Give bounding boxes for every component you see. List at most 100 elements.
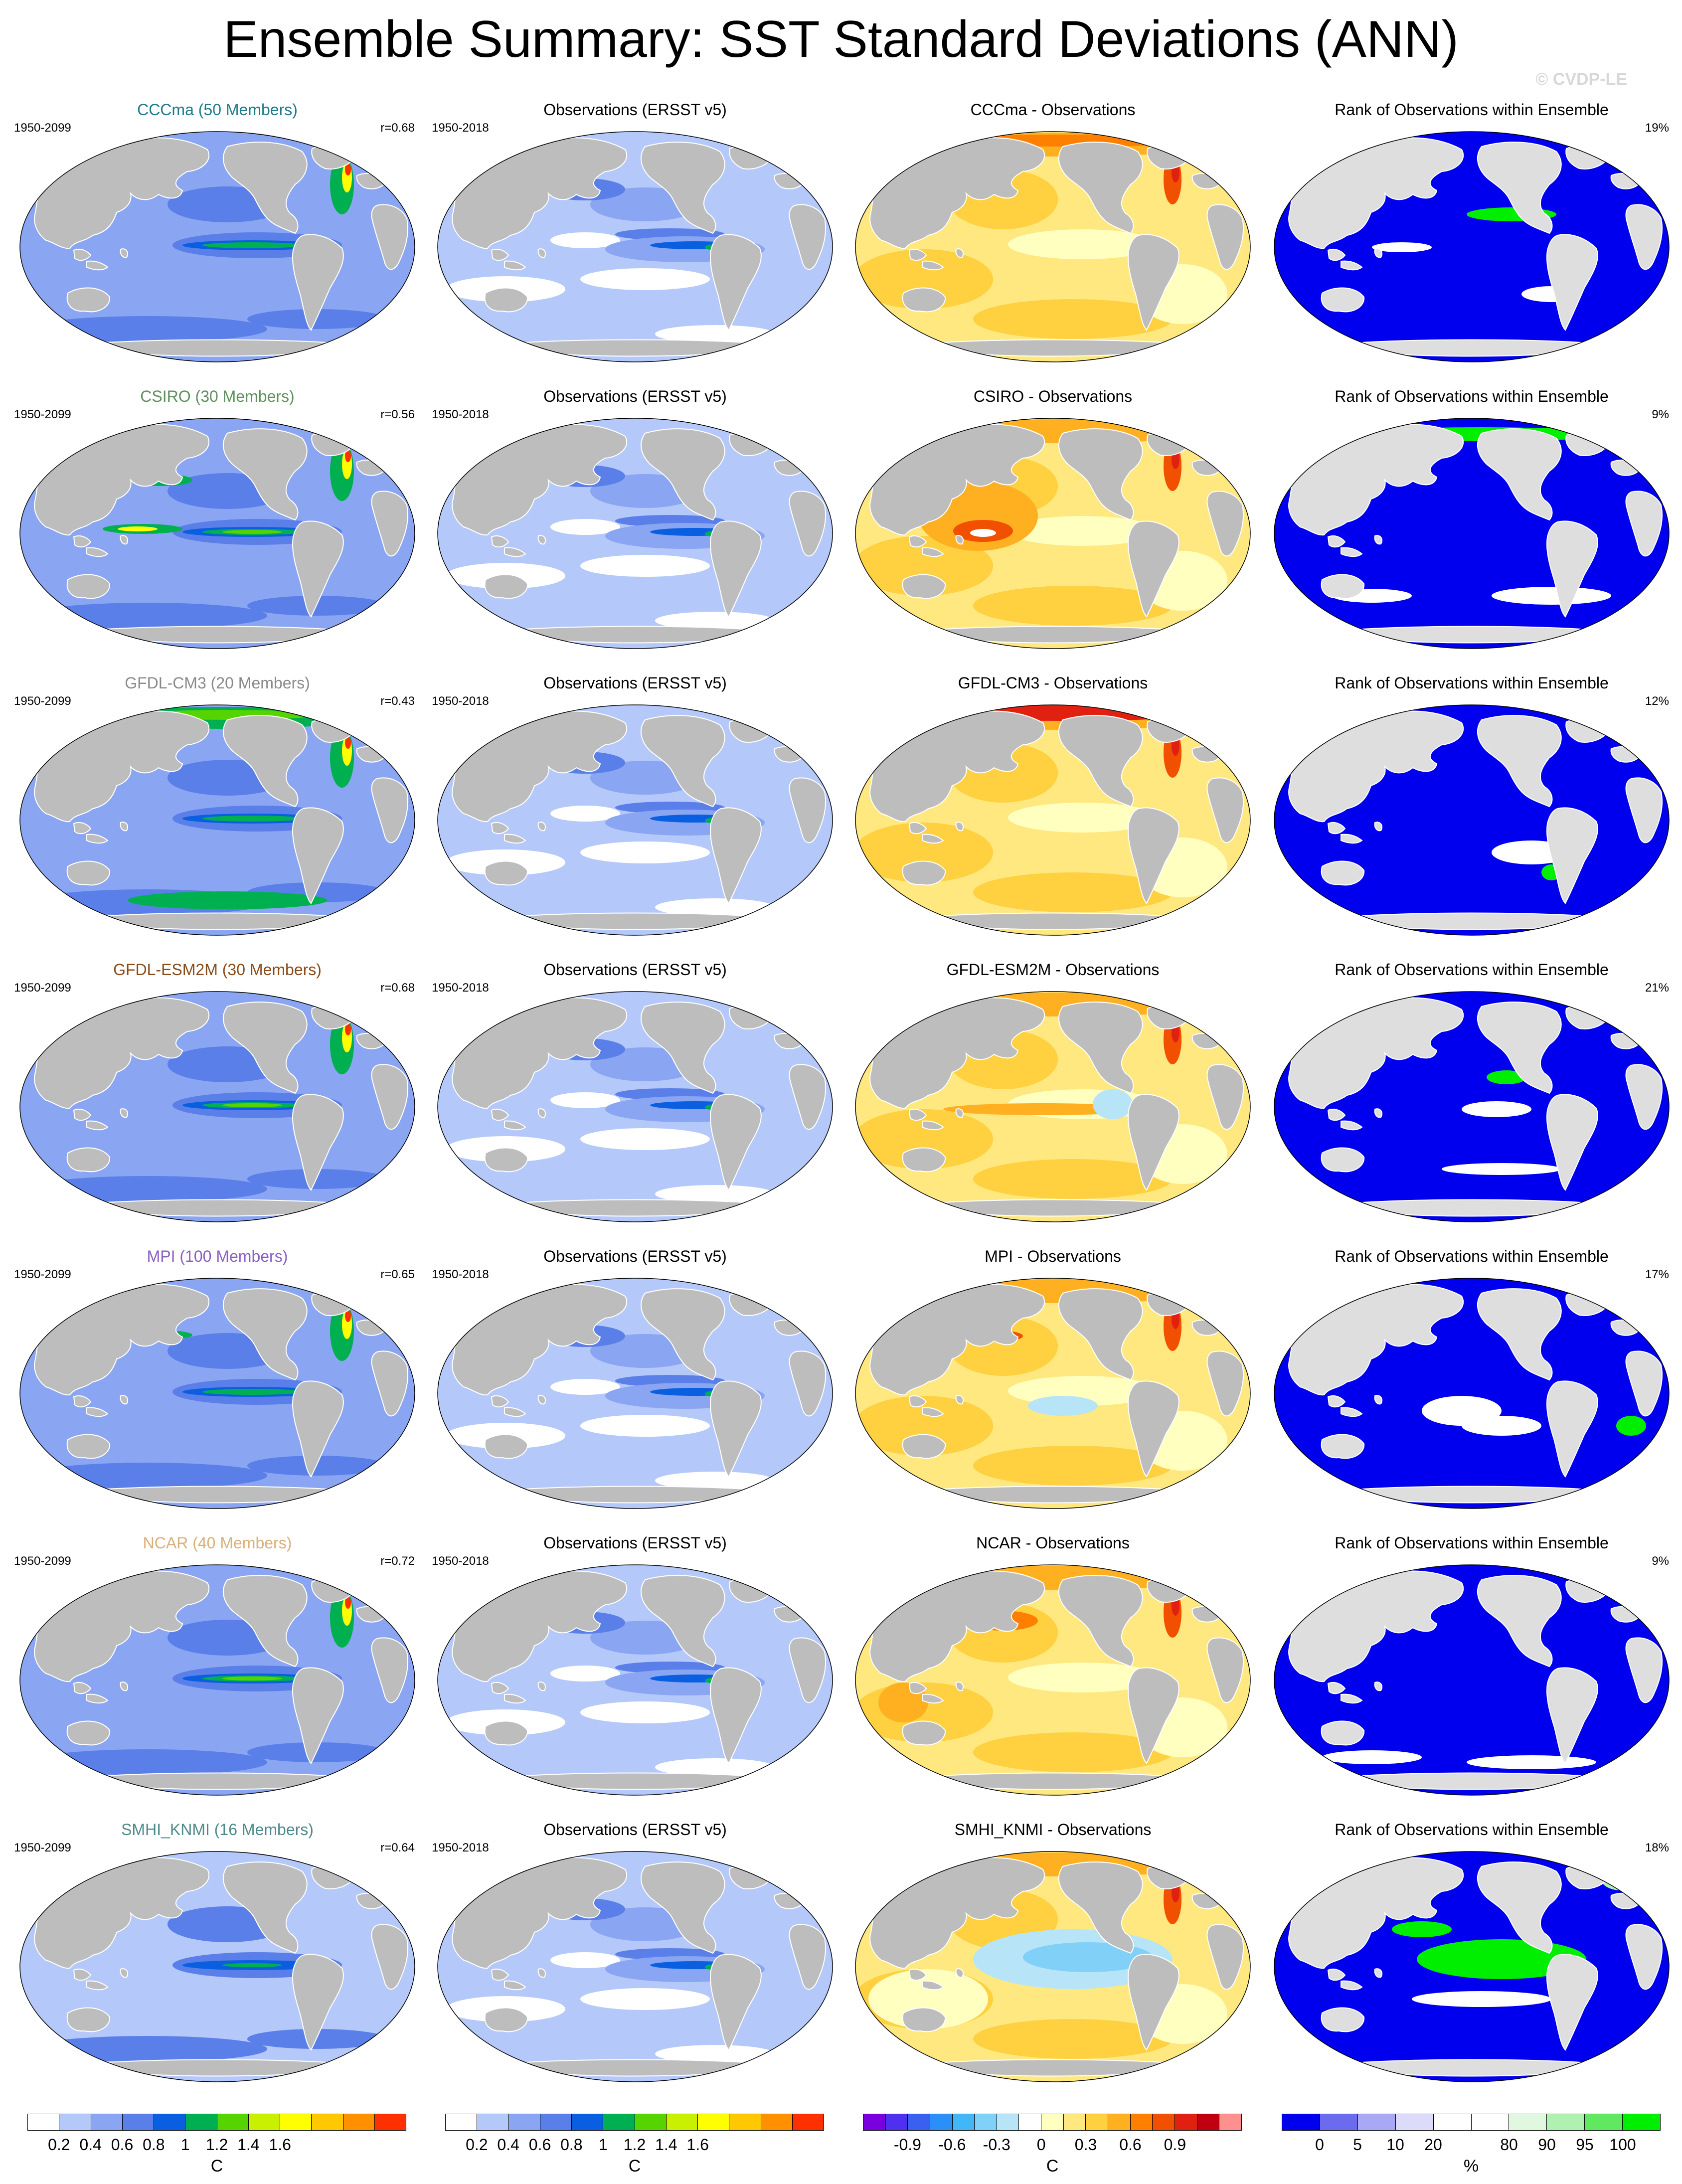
period-label: 1950-2099 — [14, 121, 71, 135]
map-globe — [855, 131, 1251, 362]
colorbar-tick-label: 0.8 — [143, 2136, 165, 2154]
globe-outline — [1274, 418, 1670, 649]
map-panel-rank: Rank of Observations within Ensemble 18% — [1263, 1820, 1680, 2099]
panel-title: NCAR (40 Members) — [143, 1534, 292, 1552]
map-panel-model: NCAR (40 Members) 1950-2099 r=0.72 — [9, 1533, 426, 1812]
period-label: 1950-2018 — [432, 121, 489, 135]
map-panel-rank: Rank of Observations within Ensemble 12% — [1263, 673, 1680, 952]
globe-outline — [1274, 991, 1670, 1222]
panel-title: CSIRO (30 Members) — [140, 387, 295, 405]
colorbar-swatch — [28, 2114, 60, 2130]
map-globe — [19, 704, 415, 936]
ocean-field — [438, 705, 833, 935]
colorbar-swatch — [59, 2114, 91, 2130]
map-globe — [1274, 1278, 1670, 1509]
rank-percent-label: 9% — [1652, 408, 1669, 421]
colorbar-swatches — [863, 2114, 1242, 2131]
colorbar-swatch — [761, 2114, 793, 2130]
colorbar-swatch — [154, 2114, 186, 2130]
colorbar-swatch — [1197, 2114, 1220, 2130]
panel-title: Observations (ERSST v5) — [543, 1534, 727, 1552]
colorbar: 0.2 0.4 0.6 0.8 1 1.2 1.4 1.6 C — [445, 2114, 824, 2179]
globe-outline — [1274, 1564, 1670, 1796]
map-panel-rank: Rank of Observations within Ensemble 9% — [1263, 1533, 1680, 1812]
colorbar-swatch — [1063, 2114, 1086, 2130]
panel-title: Observations (ERSST v5) — [543, 101, 727, 119]
rank-percent-label: 21% — [1645, 981, 1669, 995]
land-mask — [34, 997, 408, 1217]
map-globe — [19, 1851, 415, 2082]
map-globe — [437, 418, 833, 649]
colorbar: 0.2 0.4 0.6 0.8 1 1.2 1.4 1.6 C — [27, 2114, 406, 2179]
colorbar-tick-label: 0.4 — [497, 2136, 519, 2154]
map-globe — [19, 131, 415, 362]
colorbar-swatch — [1108, 2114, 1131, 2130]
panel-title: Rank of Observations within Ensemble — [1335, 1821, 1609, 1839]
colorbar-unit-label: C — [210, 2157, 223, 2176]
colorbar-swatch — [1041, 2114, 1064, 2130]
period-label: 1950-2018 — [432, 1268, 489, 1281]
period-label: 1950-2099 — [14, 1268, 71, 1281]
period-label: 1950-2099 — [14, 1841, 71, 1854]
panel-title: MPI (100 Members) — [147, 1247, 288, 1265]
period-label: 1950-2018 — [432, 408, 489, 421]
map-globe — [855, 1278, 1251, 1509]
globe-outline — [855, 131, 1251, 362]
panel-title: Observations (ERSST v5) — [543, 1247, 727, 1265]
colorbar-swatch — [908, 2114, 930, 2130]
map-globe — [437, 991, 833, 1222]
colorbar-tick-label: 80 — [1500, 2136, 1518, 2154]
globe-outline — [437, 1278, 833, 1509]
globe-outline — [855, 1278, 1251, 1509]
colorbar-swatch — [312, 2114, 343, 2130]
map-globe — [855, 1851, 1251, 2082]
colorbar-swatch — [1357, 2114, 1396, 2130]
colorbar-swatch — [603, 2114, 635, 2130]
colorbar-swatch — [446, 2114, 478, 2130]
land-mask — [34, 1570, 408, 1790]
globe-outline — [19, 1851, 415, 2082]
colorbar-tick-label: 1.6 — [686, 2136, 709, 2154]
colorbar-swatch — [792, 2114, 824, 2130]
panel-title: Observations (ERSST v5) — [543, 387, 727, 405]
globe-outline — [19, 1278, 415, 1509]
map-globe — [1274, 991, 1670, 1222]
globe-outline — [855, 1851, 1251, 2082]
map-globe — [855, 1564, 1251, 1796]
map-globe — [437, 131, 833, 362]
ocean-field — [1274, 992, 1669, 1222]
colorbar-swatch — [635, 2114, 667, 2130]
colorbar-swatch — [374, 2114, 406, 2130]
land-mask — [869, 1857, 1244, 2077]
panel-title: SMHI_KNMI (16 Members) — [121, 1821, 314, 1839]
panel-title: Observations (ERSST v5) — [543, 1821, 727, 1839]
colorbar-swatch — [1471, 2114, 1510, 2130]
colorbar-tick-label: 0.8 — [560, 2136, 583, 2154]
colorbar-swatch — [217, 2114, 249, 2130]
map-panel-rank: Rank of Observations within Ensemble 9% — [1263, 386, 1680, 666]
colorbar-swatch — [975, 2114, 997, 2130]
globe-outline — [855, 991, 1251, 1222]
colorbar-swatch — [1153, 2114, 1175, 2130]
ocean-field — [855, 705, 1250, 935]
colorbar-tick-label: 1.2 — [623, 2136, 646, 2154]
colorbar-tick-label: 1.4 — [237, 2136, 260, 2154]
ocean-field — [855, 418, 1250, 649]
map-globe — [1274, 704, 1670, 936]
panel-title: Rank of Observations within Ensemble — [1335, 1534, 1609, 1552]
globe-outline — [437, 1851, 833, 2082]
colorbar-swatch — [1623, 2114, 1661, 2130]
colorbar-tick-label: 0.4 — [79, 2136, 102, 2154]
colorbar-tick-label: 1.6 — [269, 2136, 291, 2154]
map-panel-obs: Observations (ERSST v5) 1950-2018 — [427, 1533, 843, 1812]
pattern-correlation-label: r=0.68 — [380, 121, 415, 135]
colorbar-swatch — [1320, 2114, 1358, 2130]
colorbar-tick-label: -0.6 — [938, 2136, 966, 2154]
map-panel-model: CSIRO (30 Members) 1950-2099 r=0.56 — [9, 386, 426, 666]
ocean-field — [20, 1851, 415, 2082]
panel-title: GFDL-ESM2M (30 Members) — [113, 961, 322, 979]
colorbar-tick-label: 1.4 — [655, 2136, 677, 2154]
map-panel-diff: GFDL-ESM2M - Observations — [844, 960, 1261, 1239]
